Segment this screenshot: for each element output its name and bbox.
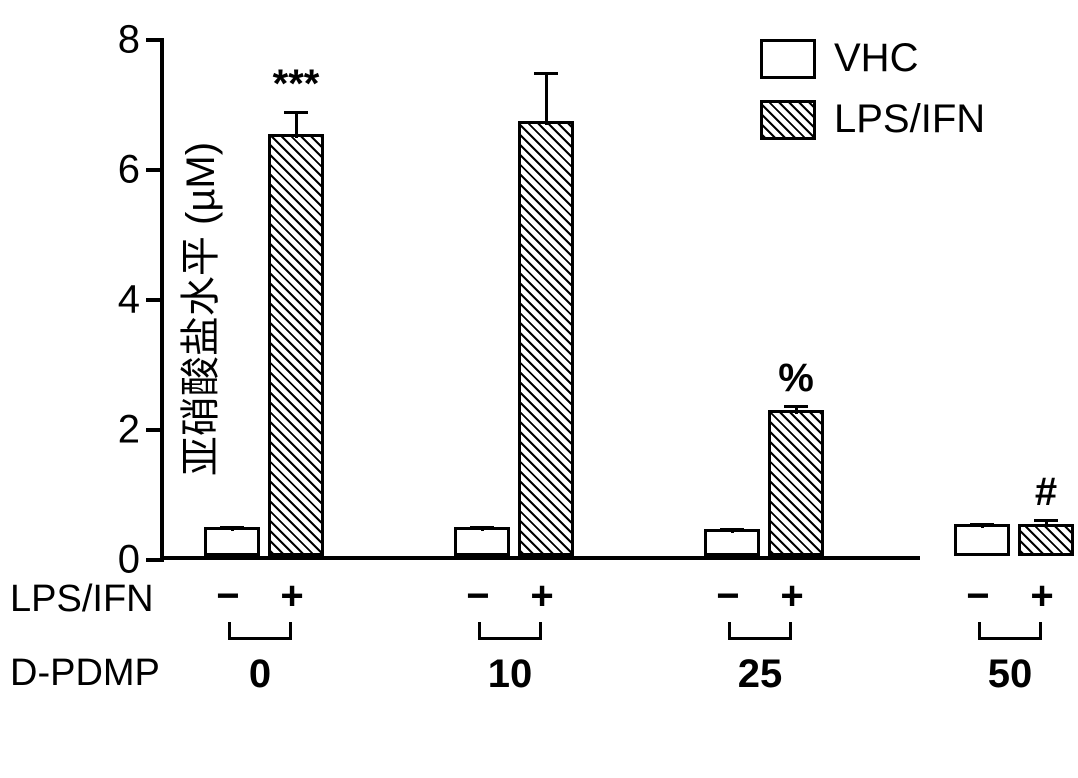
legend: VHC LPS/IFN — [760, 36, 985, 158]
x-dpdmp-value: 10 — [488, 652, 533, 697]
bar-vhc — [954, 524, 1010, 557]
legend-swatch — [760, 39, 816, 79]
bar-vhc — [204, 527, 260, 556]
error-bar-cap — [534, 72, 558, 75]
x-dpdmp-value: 50 — [988, 652, 1033, 697]
x-plus: + — [1030, 574, 1053, 619]
bar-vhc — [454, 527, 510, 556]
legend-item: LPS/IFN — [760, 97, 985, 142]
y-tick-label: 0 — [118, 538, 164, 583]
error-bar-cap — [284, 111, 308, 114]
x-dpdmp-value: 0 — [249, 652, 271, 697]
group-bracket — [728, 622, 792, 640]
bar-lps — [268, 134, 324, 557]
legend-item: VHC — [760, 36, 985, 81]
y-tick-label: 8 — [118, 18, 164, 63]
x-minus: − — [966, 574, 989, 619]
significance-annotation: *** — [273, 62, 320, 107]
group-bracket — [478, 622, 542, 640]
figure-root: 0 2 4 6 8 ***% # 亚硝酸盐水平 (µM) VHC LPS/IFN LPS/IF… — [0, 0, 1078, 778]
error-bar-cap — [720, 528, 744, 531]
x-minus: − — [716, 574, 739, 619]
legend-swatch — [760, 100, 816, 140]
y-tick-label: 4 — [118, 278, 164, 323]
x-dpdmp-value: 25 — [738, 652, 783, 697]
y-tick-label: 6 — [118, 148, 164, 193]
bar-lps — [768, 410, 824, 556]
bar-lps — [518, 121, 574, 557]
bar-vhc — [704, 529, 760, 556]
x-row2-title: D-PDMP — [10, 652, 160, 695]
x-row1-title: LPS/IFN — [10, 578, 154, 621]
x-plus: + — [280, 574, 303, 619]
error-bar-stem — [295, 112, 298, 138]
error-bar-cap — [784, 405, 808, 408]
group-bracket — [978, 622, 1042, 640]
bar-lps — [1018, 524, 1074, 557]
x-plus: + — [530, 574, 553, 619]
x-minus: − — [466, 574, 489, 619]
y-axis-title: 亚硝酸盐水平 (µM) — [168, 142, 226, 476]
error-bar-stem — [545, 73, 548, 125]
significance-annotation: # — [1035, 470, 1057, 515]
x-minus: − — [216, 574, 239, 619]
group-bracket — [228, 622, 292, 640]
error-bar-cap — [220, 526, 244, 529]
significance-annotation: % — [778, 356, 814, 401]
x-plus: + — [780, 574, 803, 619]
y-tick-label: 2 — [118, 408, 164, 453]
legend-label: VHC — [834, 36, 918, 81]
legend-label: LPS/IFN — [834, 97, 985, 142]
error-bar-cap — [970, 523, 994, 526]
error-bar-cap — [470, 526, 494, 529]
error-bar-cap — [1034, 519, 1058, 522]
